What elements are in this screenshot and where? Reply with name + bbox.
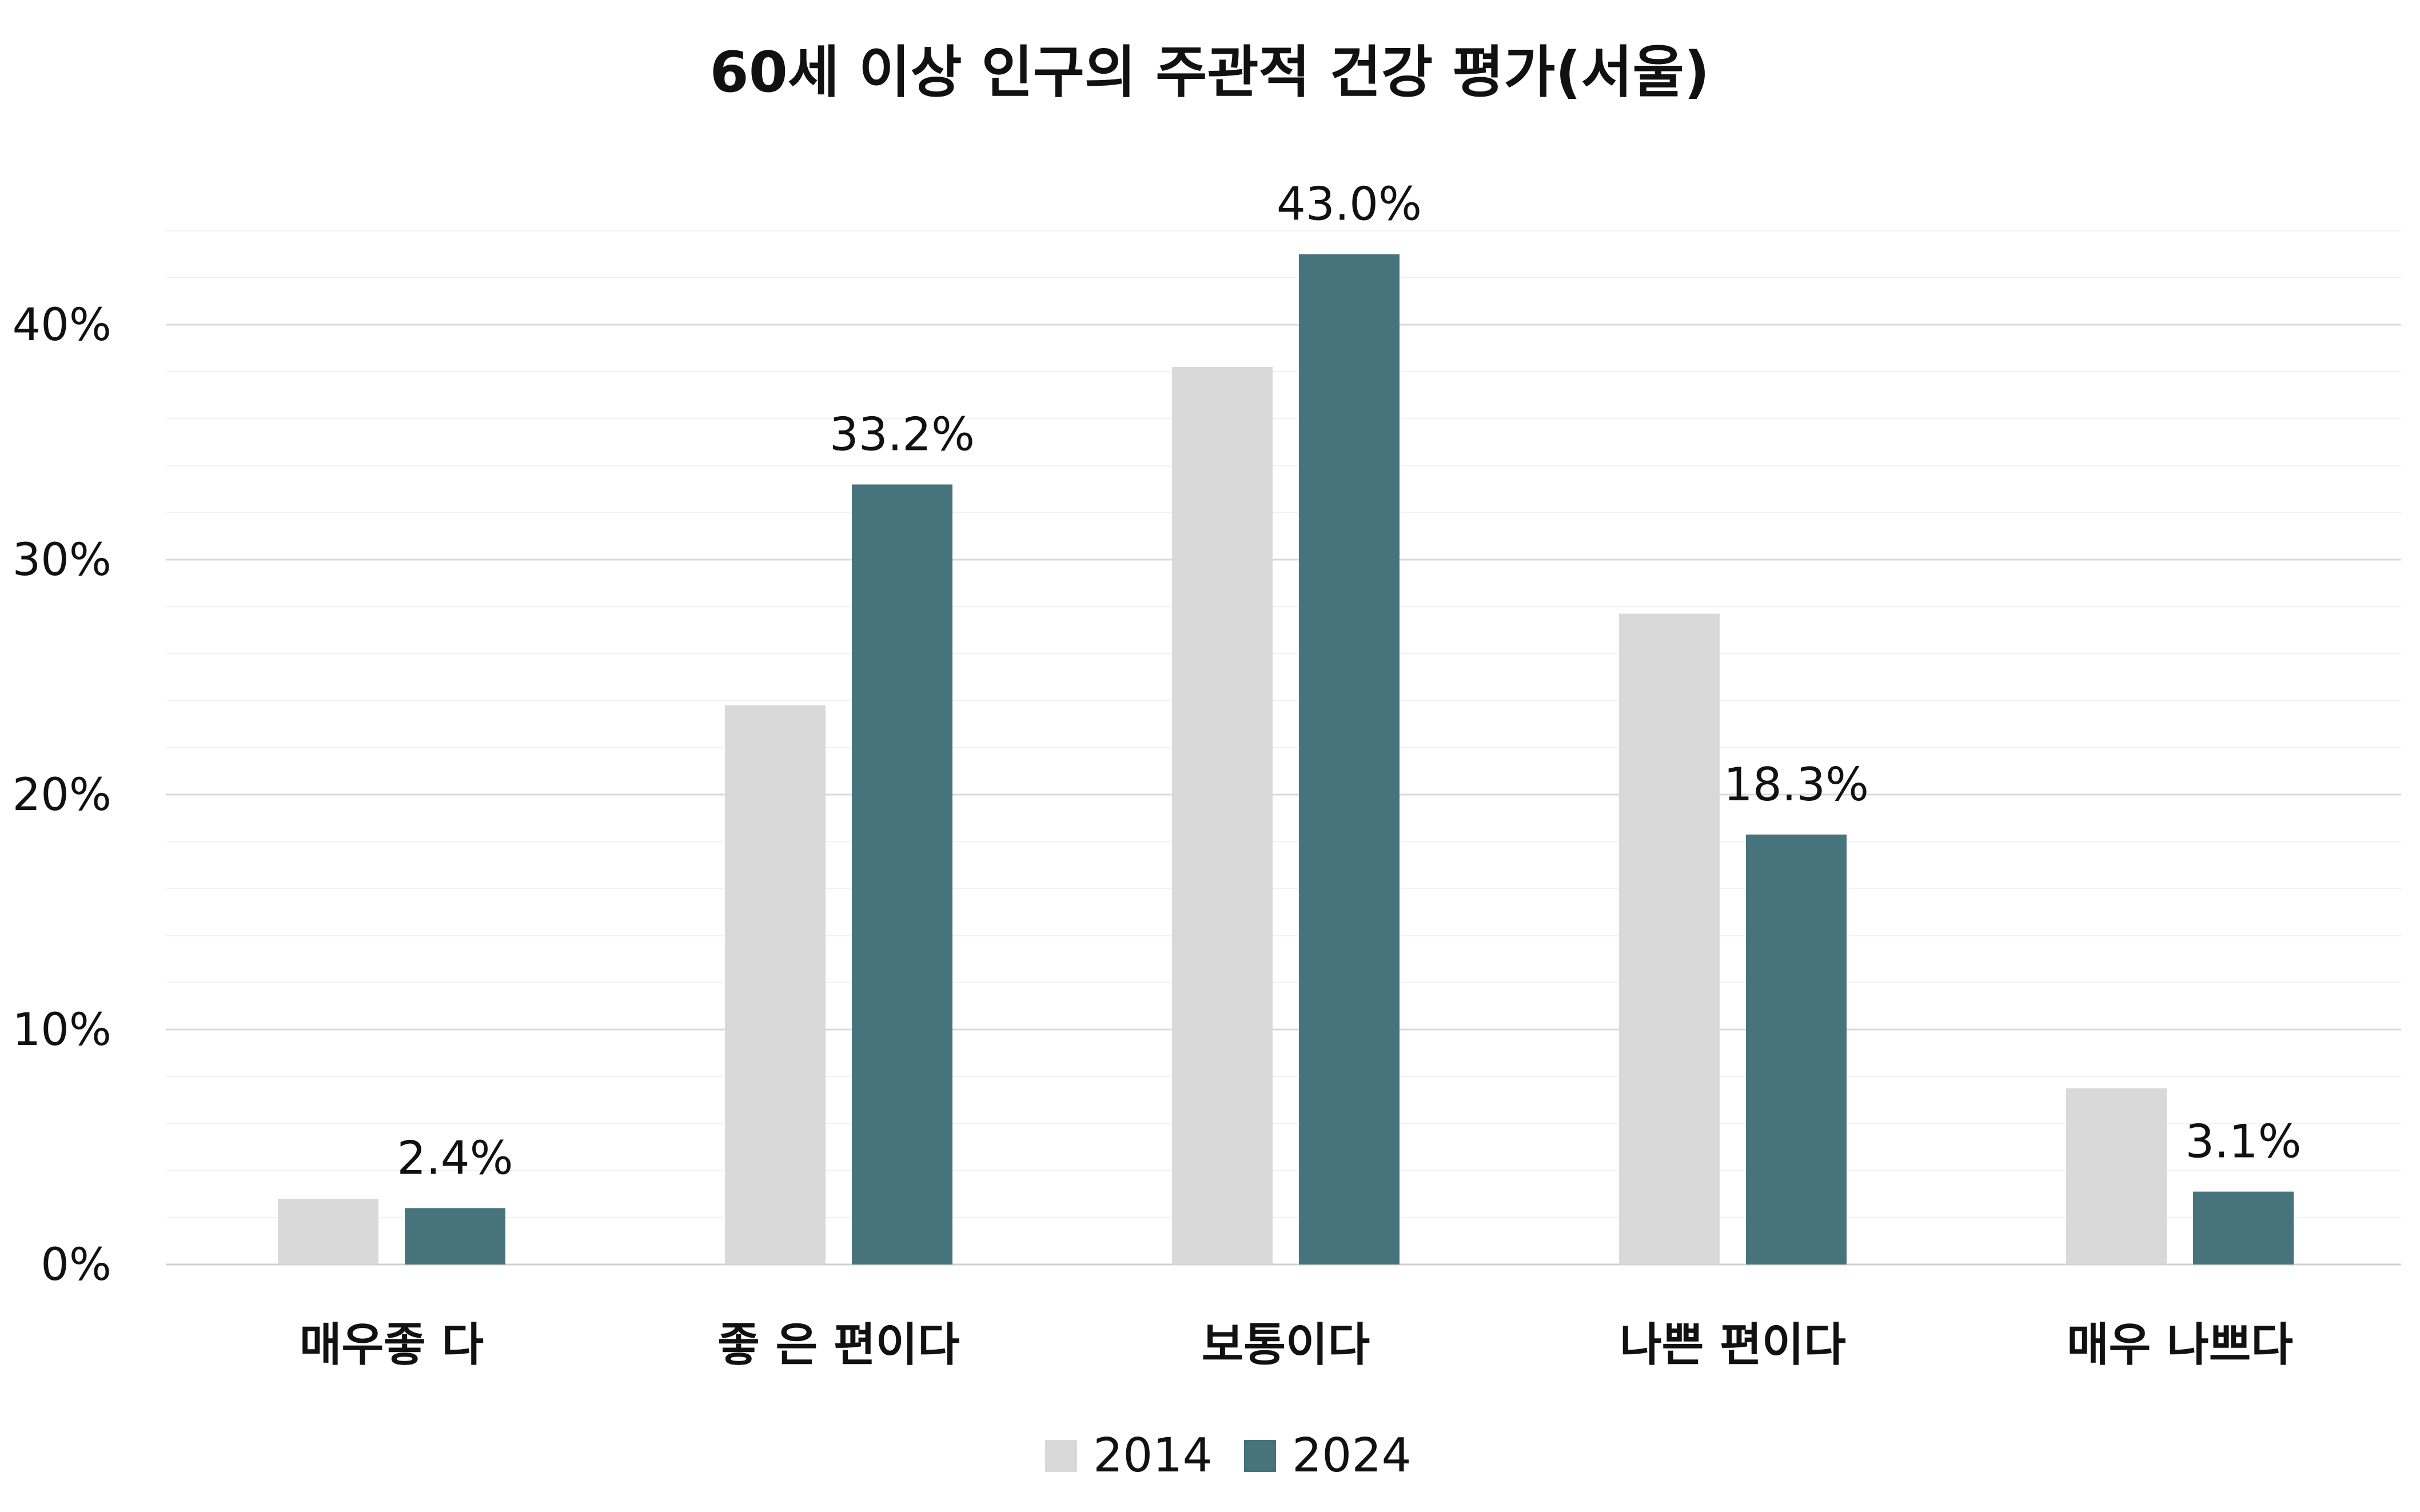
data-label: 3.1% [2185,1115,2301,1168]
bar-2024-2 [1299,254,1400,1265]
x-category-label: 나쁜 편이다 [1620,1318,1846,1371]
bar-2024-1 [852,484,952,1264]
y-tick-label: 0% [41,1239,111,1291]
gridlines [166,230,2401,1266]
bars [278,254,2294,1265]
data-label: 33.2% [830,408,975,461]
legend-swatch-2014 [1045,1440,1077,1472]
x-axis: 매우좋 다 좋 은 편이다 보통이다 나쁜 편이다 매우 나쁘다 [300,1318,2293,1371]
legend-label: 2014 [1093,1429,1213,1483]
bar-2014-2 [1172,366,1273,1264]
legend-swatch-2024 [1244,1440,1276,1472]
x-category-label: 매우 나쁘다 [2067,1318,2293,1371]
bar-2024-4 [2193,1191,2294,1264]
y-tick-label: 20% [13,769,111,821]
y-tick-label: 30% [13,534,111,586]
data-labels: 2.4% 33.2% 43.0% 18.3% 3.1% [397,178,2301,1185]
data-label: 18.3% [1724,758,1869,811]
data-label: 2.4% [397,1131,513,1184]
y-axis: 0% 10% 20% 30% 40% [13,300,111,1291]
chart-title: 60세 이상 인구의 주관적 건강 평가(서울) [710,40,1710,105]
x-category-label: 좋 은 편이다 [717,1318,960,1371]
bar-2014-4 [2066,1088,2167,1264]
y-tick-label: 40% [13,300,111,351]
y-tick-label: 10% [13,1004,111,1056]
x-category-label: 매우좋 다 [300,1318,484,1371]
bar-2014-1 [725,705,826,1264]
legend: 2014 2024 [1045,1429,1412,1483]
bar-2014-3 [1619,613,1720,1264]
legend-label: 2024 [1292,1429,1412,1483]
x-category-label: 보통이다 [1202,1318,1370,1371]
bar-2014-0 [278,1198,378,1264]
bar-2024-0 [405,1208,505,1264]
data-label: 43.0% [1277,178,1422,231]
bar-2024-3 [1746,834,1847,1264]
